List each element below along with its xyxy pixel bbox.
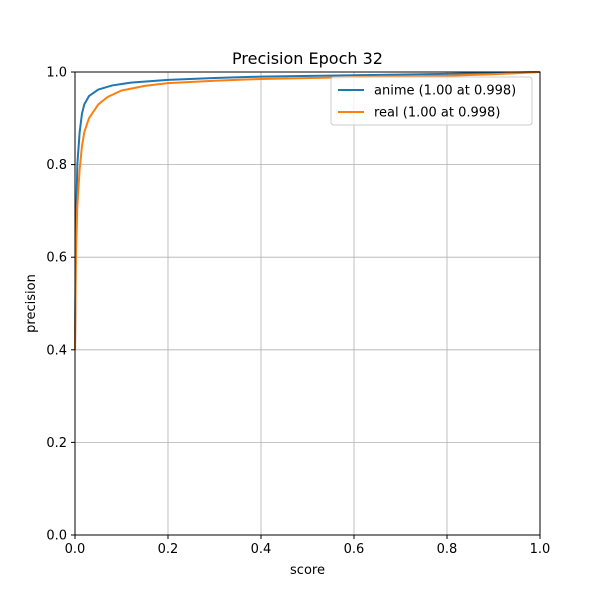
grid-layer	[74, 71, 541, 536]
series-line-0	[74, 71, 541, 350]
x-tick-label: 0.6	[344, 542, 365, 557]
x-tick-label: 0.2	[158, 542, 179, 557]
x-axis-label: score	[290, 563, 325, 578]
series-layer	[74, 71, 541, 350]
y-tick-label: 0.8	[46, 158, 67, 173]
plot-frame	[74, 71, 541, 536]
x-tick-label: 0.8	[437, 542, 458, 557]
y-tick-label: 1.0	[46, 66, 67, 81]
y-axis-label: precision	[24, 274, 39, 333]
y-tick-label: 0.4	[46, 343, 67, 358]
x-tick-label: 1.0	[530, 542, 551, 557]
legend-box	[330, 76, 533, 126]
x-tick-label: 0.0	[65, 542, 86, 557]
tick-layer: 0.0 0.2 0.4 0.6 0.8 1.0 0.0 0.2 0.4 0.6 0.8 1.0	[46, 66, 550, 558]
series-line-1	[74, 71, 541, 350]
x-tick-label: 0.4	[251, 542, 272, 557]
y-tick-label: 0.2	[46, 436, 67, 451]
legend-label-0: anime (1.00 at 0.998)	[374, 84, 516, 99]
legend-label-1: real (1.00 at 0.998)	[374, 106, 500, 121]
chart-title: Precision Epoch 32	[232, 49, 383, 68]
y-tick-label: 0.0	[46, 529, 67, 544]
y-tick-label: 0.6	[46, 251, 67, 266]
legend: anime (1.00 at 0.998) real (1.00 at 0.998…	[330, 76, 533, 126]
